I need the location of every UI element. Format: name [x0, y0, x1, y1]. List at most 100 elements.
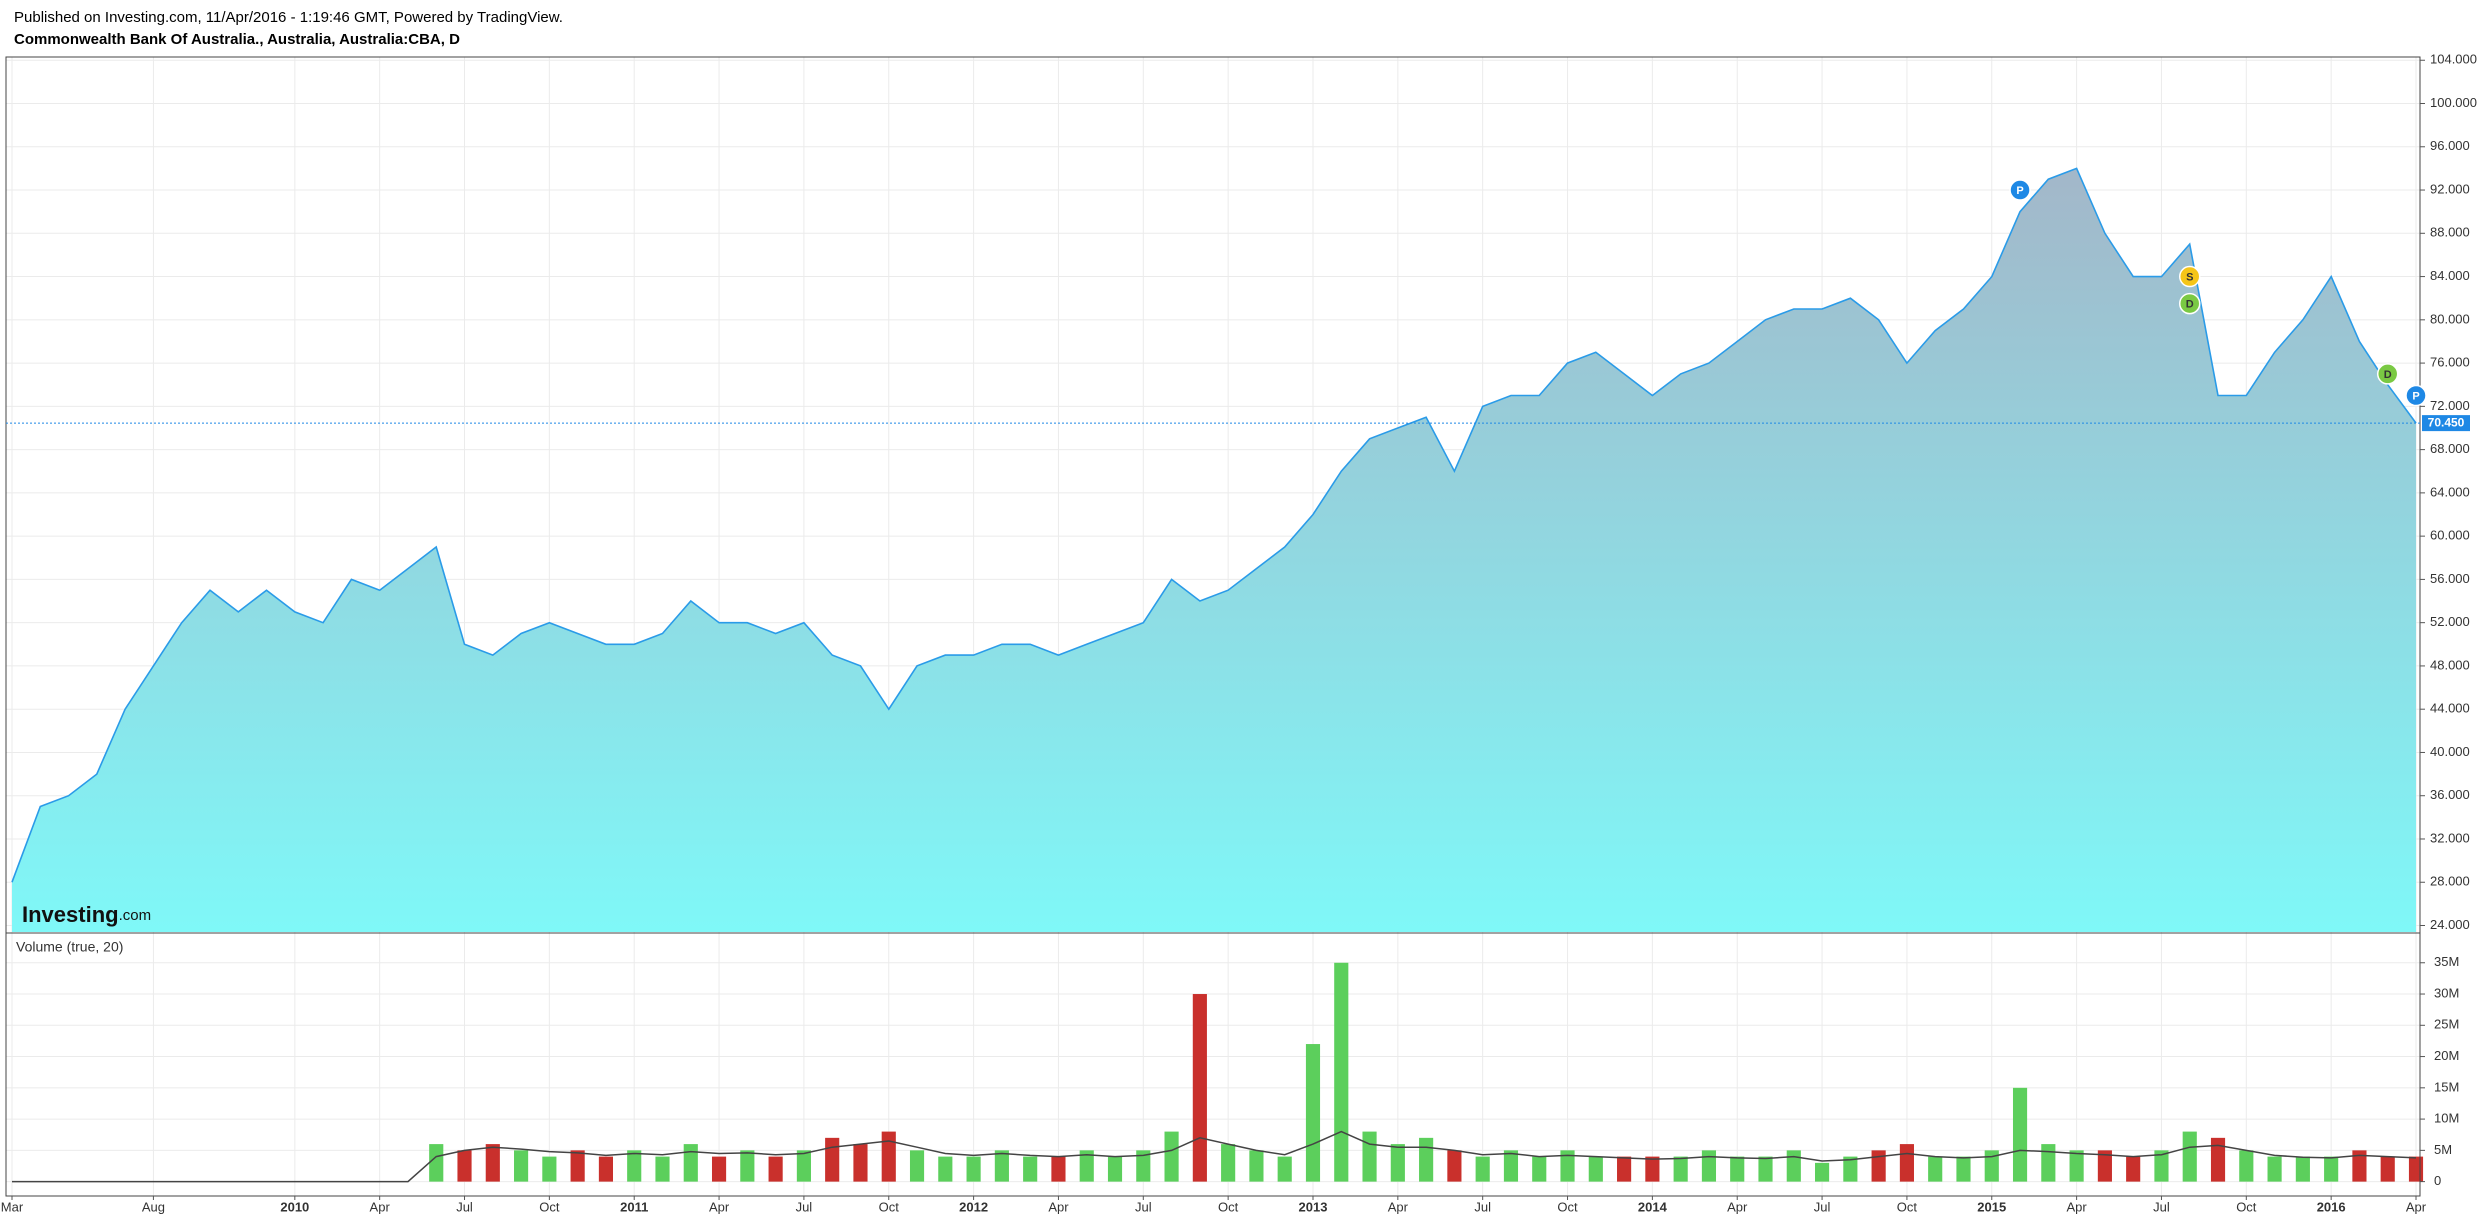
volume-bar: [2267, 1156, 2282, 1182]
frame: [5, 56, 2421, 1197]
y-tick-label: 36.000: [2430, 787, 2470, 802]
y-tick-label: 104.000: [2430, 52, 2477, 67]
volume-bar: [796, 1150, 811, 1182]
x-tick-label: Jul: [1814, 1199, 1831, 1214]
x-tick-label: Jul: [796, 1199, 813, 1214]
last-price-box: [2422, 415, 2470, 432]
volume-bar: [1362, 1131, 1377, 1182]
x-tick-label: Oct: [1897, 1199, 1918, 1214]
volume-title: Volume (true, 20): [16, 939, 123, 955]
volume-bar: [1758, 1156, 1773, 1182]
x-tick-label: 2016: [2317, 1199, 2346, 1214]
volume-bar: [1023, 1156, 1038, 1182]
volume-bar: [2324, 1156, 2339, 1182]
x-tick-label: Apr: [370, 1199, 391, 1214]
y2-tick-label: 15M: [2434, 1079, 2459, 1094]
volume-bar: [2041, 1144, 2056, 1182]
volume-bar: [1786, 1150, 1801, 1182]
volume-bar: [457, 1150, 472, 1182]
y-tick-label: 92.000: [2430, 181, 2470, 196]
x-tick-label: Oct: [879, 1199, 900, 1214]
volume-bar: [994, 1150, 1009, 1182]
y-tick-label: 40.000: [2430, 744, 2470, 759]
x-tick-label: Oct: [2236, 1199, 2257, 1214]
y-tick-label: 76.000: [2430, 355, 2470, 370]
volume-bar: [909, 1150, 925, 1182]
volume-bar: [1192, 994, 1207, 1182]
volume-bar: [2069, 1150, 2084, 1182]
x-tick-label: Oct: [539, 1199, 560, 1214]
volume-bar: [1447, 1150, 1462, 1182]
x-tick-label: Apr: [1388, 1199, 1409, 1214]
volume-bar: [2408, 1156, 2424, 1182]
volume-bar: [1334, 962, 1349, 1182]
volume-bar: [1107, 1156, 1123, 1182]
volume-bar: [1588, 1156, 1603, 1182]
volume-bar: [1928, 1156, 1943, 1182]
volume-bar: [2295, 1156, 2310, 1182]
volume-bar: [1815, 1162, 1830, 1182]
volume-bar: [1645, 1156, 1660, 1182]
volume-bar: [2182, 1131, 2197, 1182]
y2-tick-label: 35M: [2434, 954, 2459, 969]
y-tick-label: 72.000: [2430, 398, 2470, 413]
volume-bar: [1532, 1156, 1547, 1182]
volume-bar: [1136, 1150, 1151, 1182]
x-tick-label: Apr: [1048, 1199, 1069, 1214]
event-label: P: [2016, 185, 2023, 197]
volume-bar: [1673, 1156, 1688, 1182]
y-tick-label: 64.000: [2430, 484, 2470, 499]
volume-bar: [2154, 1150, 2169, 1182]
event-marker: [2178, 265, 2201, 288]
volume-bar: [1701, 1150, 1717, 1182]
volume-bar: [1051, 1156, 1066, 1182]
event-label: D: [2186, 299, 2194, 311]
event-label: P: [2412, 390, 2419, 402]
event-label: D: [2384, 369, 2392, 381]
x-tick-label: Jul: [2153, 1199, 2170, 1214]
chart-title: Commonwealth Bank Of Australia., Austral…: [14, 31, 460, 48]
y-tick-label: 100.000: [2430, 95, 2477, 110]
y-tick-label: 56.000: [2430, 571, 2470, 586]
volume-bar: [1390, 1144, 1405, 1182]
y-tick-label: 60.000: [2430, 528, 2470, 543]
x-tick-label: 2011: [620, 1199, 648, 1214]
volume-bar: [598, 1156, 613, 1182]
volume-bar: [429, 1144, 444, 1182]
plot: [11, 167, 2424, 1183]
x-tick-label: Apr: [2406, 1199, 2427, 1214]
y-tick-label: 28.000: [2430, 874, 2470, 889]
volume-bar: [2210, 1137, 2226, 1182]
volume-ma-line: [12, 1130, 2417, 1183]
event-marker: [2405, 384, 2427, 407]
volume-bar: [542, 1156, 557, 1182]
volume-bar: [2380, 1156, 2395, 1182]
y2-tick-label: 30M: [2434, 985, 2459, 1000]
overlay: 24.000 28.000 32.000 36.000 40.000 44.000 48.0…: [1, 52, 2477, 1215]
volume-bar: [1617, 1156, 1632, 1182]
x-tick-label: Jul: [1474, 1199, 1491, 1214]
x-tick-label: Oct: [1557, 1199, 1578, 1214]
volume-bar: [570, 1150, 585, 1182]
y-tick-label: 68.000: [2430, 441, 2470, 456]
published-note: Published on Investing.com, 11/Apr/2016 …: [14, 9, 563, 26]
x-tick-label: 2013: [1299, 1199, 1328, 1214]
x-tick-label: Jul: [456, 1199, 473, 1214]
x-tick-label: 2014: [1638, 1199, 1668, 1214]
volume-bar: [1475, 1156, 1490, 1182]
volume-bar: [1277, 1156, 1292, 1182]
volume-bar: [514, 1150, 529, 1182]
y-tick-label: 80.000: [2430, 311, 2470, 326]
y2-tick-label: 25M: [2434, 1017, 2459, 1032]
y-tick-label: 52.000: [2430, 614, 2470, 629]
volume-bar: [2126, 1156, 2141, 1182]
x-tick-label: Apr: [1727, 1199, 1748, 1214]
volume-bar: [1560, 1150, 1575, 1182]
x-tick-label: Apr: [709, 1199, 730, 1214]
volume-bar: [1871, 1150, 1886, 1182]
event-marker: [2178, 292, 2201, 315]
volume-bar: [825, 1137, 840, 1182]
watermark-brand: Investing: [22, 902, 119, 927]
